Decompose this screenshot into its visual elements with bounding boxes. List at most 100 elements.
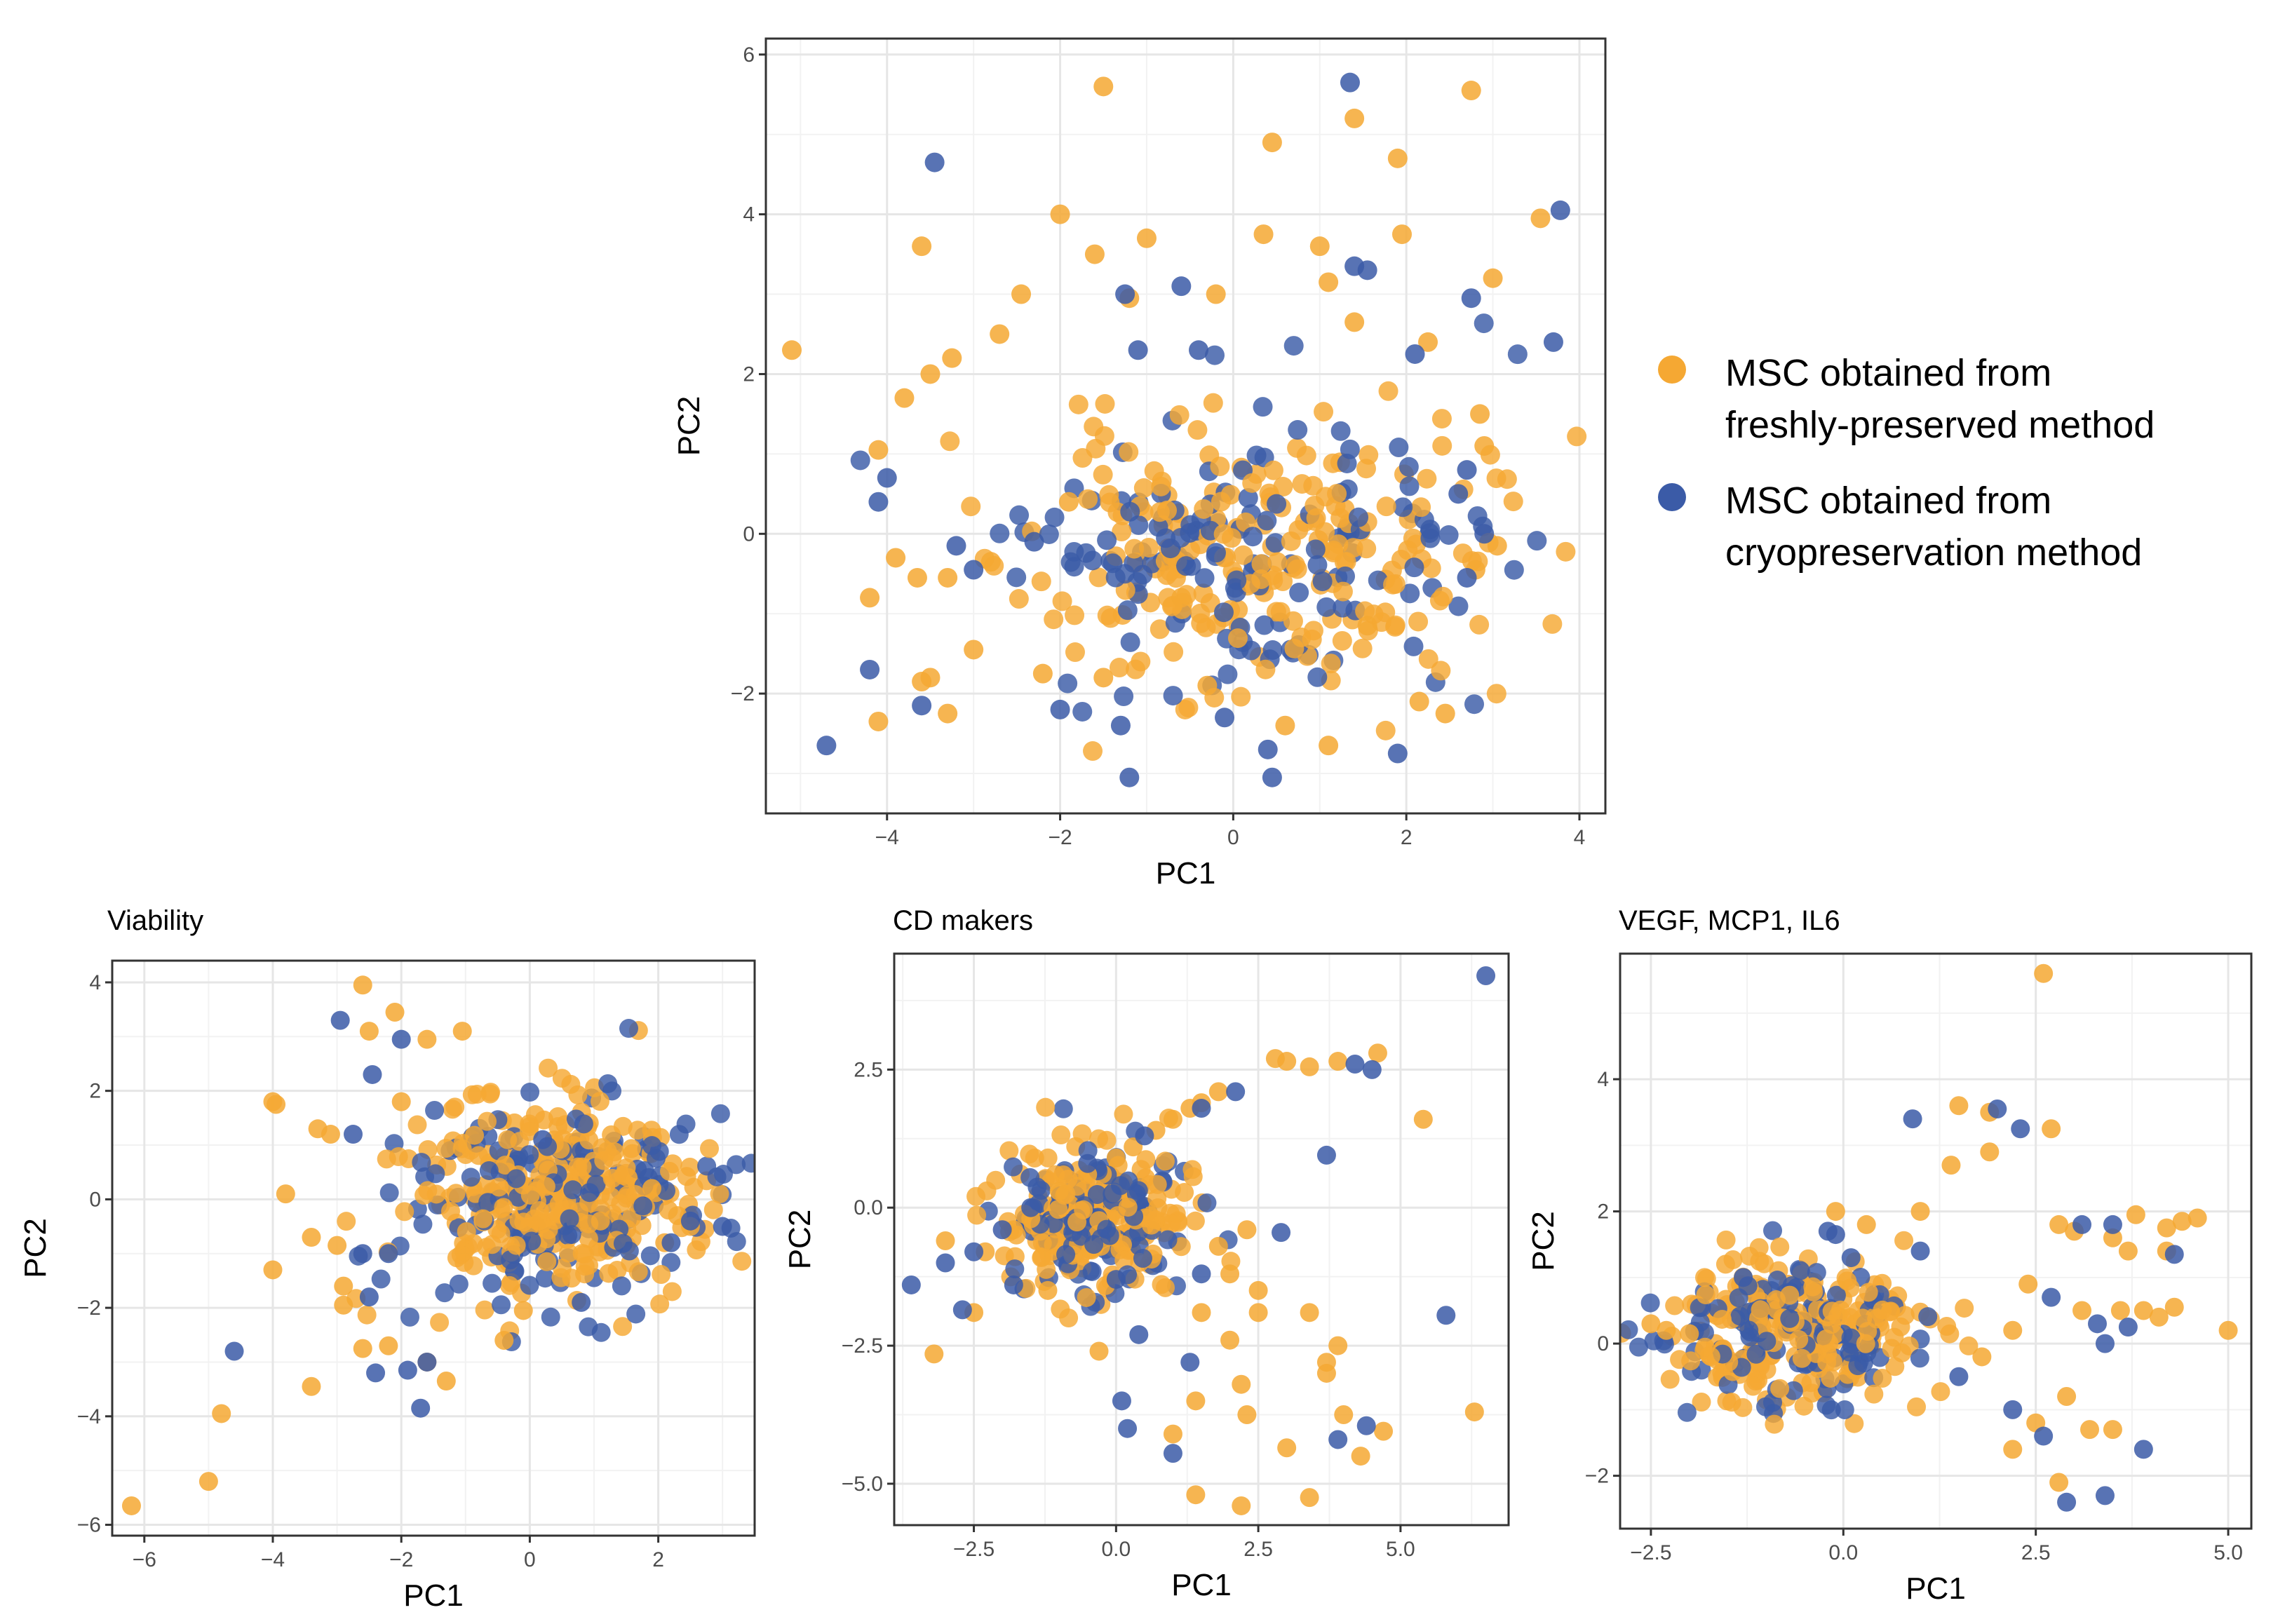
- point-cryo: [1106, 1270, 1126, 1290]
- point-fresh: [1288, 520, 1309, 540]
- point-fresh: [1099, 485, 1119, 505]
- point-fresh: [1049, 1200, 1068, 1219]
- point-cryo: [1368, 570, 1388, 590]
- point-fresh: [1980, 1142, 2000, 1162]
- point-fresh: [980, 552, 1001, 572]
- point-cryo: [1097, 1219, 1117, 1239]
- point-fresh: [1171, 588, 1192, 608]
- point-fresh: [1083, 741, 1103, 762]
- point-cryo: [1841, 1328, 1861, 1348]
- y-axis-title: PC2: [18, 1218, 53, 1278]
- point-fresh: [1124, 539, 1145, 559]
- point-cryo: [449, 1274, 468, 1294]
- point-cryo: [520, 1145, 539, 1165]
- point-fresh: [1838, 1271, 1857, 1291]
- point-fresh: [1755, 1254, 1774, 1273]
- legend-item-cryo[interactable]: MSC obtained from cryopreservation metho…: [1641, 475, 2272, 578]
- point-cryo: [2057, 1492, 2077, 1512]
- y-tick-label: 0: [743, 522, 755, 546]
- y-tick-label: −2: [731, 682, 755, 705]
- point-fresh: [572, 1243, 592, 1263]
- point-fresh: [454, 1242, 474, 1261]
- point-fresh: [703, 1200, 723, 1219]
- point-fresh: [1378, 381, 1398, 401]
- y-tick-label: −2.5: [842, 1334, 883, 1358]
- point-cryo: [1133, 1249, 1152, 1268]
- point-fresh: [1413, 1109, 1433, 1129]
- point-cryo: [1006, 567, 1027, 588]
- point-cryo: [1110, 715, 1131, 736]
- point-fresh: [999, 1141, 1019, 1161]
- point-fresh: [1696, 1285, 1715, 1305]
- point-fresh: [1155, 1151, 1175, 1171]
- point-cryo: [562, 1225, 581, 1245]
- point-cryo: [1356, 1416, 1376, 1435]
- point-cryo: [224, 1341, 244, 1361]
- point-fresh: [452, 1022, 472, 1041]
- point-fresh: [1186, 1485, 1206, 1505]
- point-fresh: [1283, 611, 1303, 631]
- point-fresh: [391, 1092, 411, 1111]
- point-fresh: [1959, 1336, 1978, 1355]
- point-fresh: [590, 1092, 609, 1111]
- point-fresh: [602, 1148, 622, 1168]
- point-cryo: [379, 1183, 399, 1203]
- point-cryo: [425, 1101, 445, 1121]
- x-tick-label: −2.5: [953, 1538, 995, 1561]
- point-cryo: [1128, 340, 1148, 360]
- point-fresh: [1220, 1264, 1240, 1284]
- point-fresh: [1072, 1124, 1092, 1144]
- point-fresh: [1486, 684, 1506, 704]
- x-axis-title: PC1: [1171, 1568, 1232, 1602]
- point-fresh: [1114, 1250, 1134, 1270]
- point-cryo: [1903, 1109, 1922, 1129]
- plot-area: [766, 39, 1605, 813]
- point-fresh: [2164, 1297, 2184, 1317]
- x-tick-label: −2: [389, 1548, 413, 1571]
- point-fresh: [1032, 663, 1053, 684]
- point-cryo: [1757, 1332, 1777, 1351]
- point-fresh: [1183, 1167, 1203, 1186]
- point-fresh: [1136, 1150, 1156, 1170]
- point-fresh: [1058, 492, 1079, 512]
- legend-item-fresh[interactable]: MSC obtained from freshly-preserved meth…: [1641, 347, 2272, 451]
- point-fresh: [445, 1097, 465, 1117]
- point-cryo: [1020, 1168, 1040, 1187]
- point-fresh: [473, 1209, 493, 1229]
- point-fresh: [1826, 1202, 1845, 1222]
- point-cryo: [850, 450, 870, 471]
- point-cryo: [366, 1363, 386, 1383]
- point-fresh: [495, 1156, 515, 1175]
- point-fresh: [1432, 435, 1452, 456]
- point-cryo: [1171, 276, 1192, 297]
- point-cryo: [1543, 332, 1563, 352]
- point-fresh: [1316, 1363, 1336, 1383]
- legend: MSC obtained from freshly-preserved meth…: [1641, 347, 2272, 602]
- point-fresh: [687, 1240, 706, 1259]
- point-fresh: [1197, 675, 1218, 696]
- point-cryo: [1262, 767, 1282, 787]
- point-fresh: [628, 1121, 647, 1140]
- point-fresh: [1232, 1496, 1251, 1515]
- point-fresh: [1151, 476, 1171, 496]
- point-fresh: [1356, 459, 1376, 479]
- point-cryo: [1307, 667, 1328, 687]
- point-fresh: [1780, 1285, 1800, 1305]
- point-fresh: [536, 1177, 555, 1196]
- point-fresh: [1803, 1277, 1823, 1297]
- point-fresh: [1542, 614, 1563, 634]
- panel-border: [111, 959, 756, 1537]
- points-viability: [121, 975, 755, 1515]
- point-fresh: [1139, 537, 1159, 557]
- point-cryo: [330, 1010, 350, 1030]
- point-cryo: [1158, 1230, 1178, 1250]
- point-fresh: [1323, 542, 1344, 562]
- point-fresh: [650, 1294, 670, 1314]
- point-cryo: [483, 1273, 502, 1293]
- point-fresh: [1392, 224, 1413, 245]
- point-cryo: [1826, 1225, 1845, 1245]
- panel-border: [764, 37, 1607, 815]
- point-fresh: [1068, 394, 1088, 414]
- point-fresh: [276, 1184, 295, 1204]
- point-fresh: [321, 1125, 340, 1144]
